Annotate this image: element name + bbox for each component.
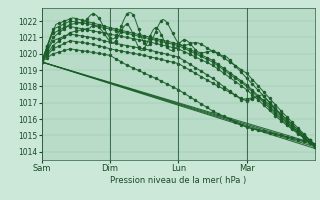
X-axis label: Pression niveau de la mer( hPa ): Pression niveau de la mer( hPa ) [110, 176, 246, 185]
